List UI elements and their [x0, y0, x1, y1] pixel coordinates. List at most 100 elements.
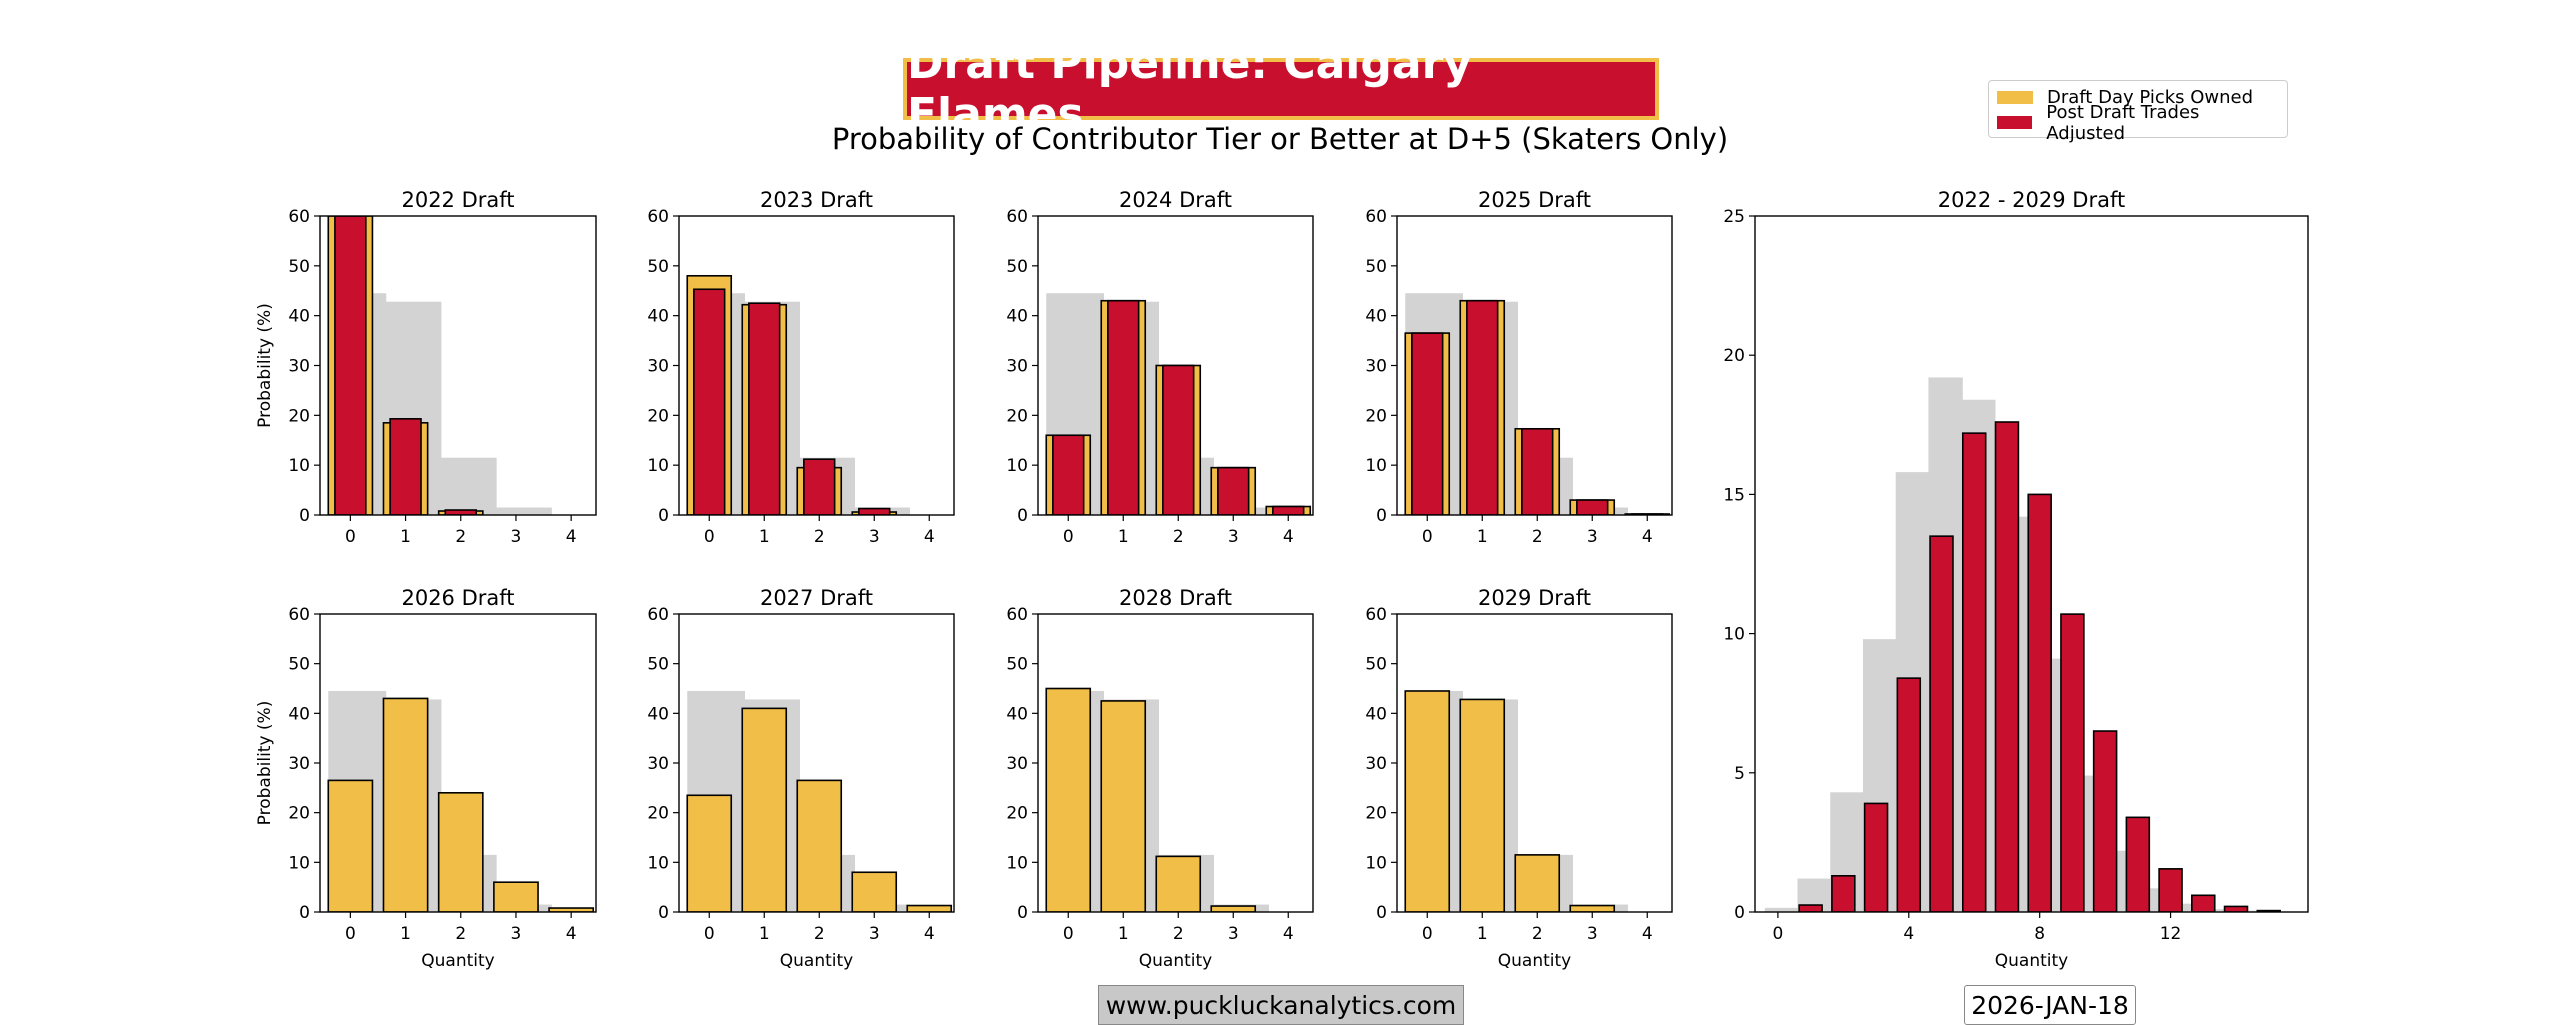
y-tick-label: 20: [288, 406, 310, 426]
panel-title: 2022 Draft: [401, 188, 514, 212]
x-tick-label: 4: [1283, 527, 1294, 547]
y-tick-label: 60: [647, 207, 669, 227]
x-tick-label: 1: [1477, 924, 1488, 944]
x-tick-label: 2: [814, 924, 825, 944]
adjusted-bar: [2223, 905, 2249, 912]
y-tick-label: 40: [1006, 704, 1028, 724]
adjusted-bar: [803, 458, 836, 515]
chart-panel-2: 0 10 20 30 40 50 60 0 1 2 3 4 2024 Draft: [1006, 188, 1314, 547]
y-tick-label: 20: [1365, 406, 1387, 426]
y-tick-label: 30: [1365, 357, 1387, 377]
plot-area: [327, 690, 595, 912]
panel-title: 2028 Draft: [1119, 586, 1232, 610]
adjusted-bar: [2158, 868, 2183, 912]
x-tick-label: 3: [511, 527, 522, 547]
y-tick-label: 30: [288, 357, 310, 377]
owned-bar: [1514, 854, 1561, 912]
plot-area: [1045, 293, 1312, 515]
legend-label-owned: Draft Day Picks Owned: [2047, 87, 2254, 108]
adjusted-bar: [2125, 816, 2151, 912]
panel-title: 2029 Draft: [1478, 586, 1591, 610]
y-tick-label: 10: [288, 853, 310, 873]
x-tick-label: 1: [759, 924, 770, 944]
y-tick-label: 10: [1006, 853, 1028, 873]
chart-panel-6: 0 10 20 30 40 50 60 0 1 2 3 4 2028 Draft Quantity: [1006, 586, 1314, 971]
y-tick-label: 60: [288, 605, 310, 625]
chart-panel-5: 0 10 20 30 40 50 60 0 1 2 3 4 2027 Draft Quantity: [647, 586, 955, 971]
owned-bar: [1404, 690, 1451, 912]
adjusted-bar: [334, 216, 367, 515]
y-tick-label: 25: [1723, 207, 1745, 227]
adjusted-bar: [858, 507, 891, 515]
panel-title: 2023 Draft: [760, 188, 873, 212]
panel-title: 2022 - 2029 Draft: [1938, 188, 2125, 212]
owned-bar: [1210, 905, 1257, 912]
y-tick-label: 20: [1006, 804, 1028, 824]
x-tick-label: 4: [1903, 924, 1914, 944]
baseline-bar: [493, 507, 552, 515]
x-tick-label: 3: [869, 924, 880, 944]
owned-bar: [327, 779, 374, 912]
y-tick-label: 10: [1723, 625, 1745, 645]
y-tick-label: 40: [647, 704, 669, 724]
owned-bar: [796, 779, 843, 912]
x-tick-label: 3: [1228, 527, 1239, 547]
y-tick-label: 40: [288, 307, 310, 327]
x-tick-label: 0: [1772, 924, 1783, 944]
adjusted-bar: [1466, 299, 1499, 515]
x-tick-label: 2: [1532, 527, 1543, 547]
x-tick-label: 4: [1642, 527, 1653, 547]
y-tick-label: 10: [1365, 456, 1387, 476]
x-tick-label: 2: [1532, 924, 1543, 944]
x-tick-label: 4: [566, 527, 577, 547]
x-tick-label: 4: [1642, 924, 1653, 944]
y-tick-label: 0: [1376, 903, 1387, 923]
source-url: www.puckluckanalytics.com: [1098, 985, 1464, 1025]
x-tick-label: 0: [1422, 527, 1433, 547]
x-tick-label: 0: [345, 527, 356, 547]
y-tick-label: 60: [1365, 605, 1387, 625]
y-tick-label: 20: [647, 804, 669, 824]
x-tick-label: 12: [2160, 924, 2182, 944]
y-tick-label: 0: [658, 506, 669, 526]
adjusted-bar: [2092, 730, 2118, 912]
x-tick-label: 1: [1118, 527, 1129, 547]
y-tick-label: 10: [1006, 456, 1028, 476]
x-tick-label: 0: [345, 924, 356, 944]
y-tick-label: 50: [1365, 655, 1387, 675]
adjusted-bar: [1831, 875, 1856, 912]
legend-entry-adjusted: Post Draft Trades Adjusted: [1997, 102, 2279, 144]
x-axis-label: Quantity: [780, 951, 853, 971]
adjusted-bar: [2027, 493, 2052, 912]
x-tick-label: 4: [566, 924, 577, 944]
adjusted-bar: [748, 302, 781, 515]
panel-title: 2025 Draft: [1478, 188, 1591, 212]
chart-panel-7: 0 10 20 30 40 50 60 0 1 2 3 4 2029 Draft Quantity: [1365, 586, 1673, 971]
y-tick-label: 50: [1006, 257, 1028, 277]
owned-bar: [906, 904, 953, 912]
y-tick-label: 50: [288, 655, 310, 675]
legend-entry-owned: Draft Day Picks Owned: [1997, 85, 2279, 110]
chart-panel-3: 0 10 20 30 40 50 60 0 1 2 3 4 2025 Draft: [1365, 188, 1673, 547]
adjusted-bar: [1896, 677, 1922, 912]
adjusted-bar: [1107, 299, 1140, 515]
y-tick-label: 30: [288, 754, 310, 774]
y-tick-label: 10: [288, 456, 310, 476]
y-tick-label: 30: [647, 357, 669, 377]
x-tick-label: 4: [924, 527, 935, 547]
y-tick-label: 50: [288, 257, 310, 277]
x-tick-label: 2: [455, 527, 466, 547]
x-tick-label: 3: [511, 924, 522, 944]
adjusted-bar: [1929, 535, 1954, 912]
y-tick-label: 60: [1006, 605, 1028, 625]
y-tick-label: 10: [647, 456, 669, 476]
legend: Draft Day Picks Owned Post Draft Trades …: [1988, 80, 2288, 144]
adjusted-bar: [1217, 466, 1250, 515]
panel-title: 2024 Draft: [1119, 188, 1232, 212]
y-tick-label: 20: [288, 804, 310, 824]
x-tick-label: 3: [1587, 924, 1598, 944]
adjusted-bar: [444, 509, 478, 515]
x-tick-label: 1: [400, 527, 411, 547]
y-tick-label: 5: [1734, 764, 1745, 784]
